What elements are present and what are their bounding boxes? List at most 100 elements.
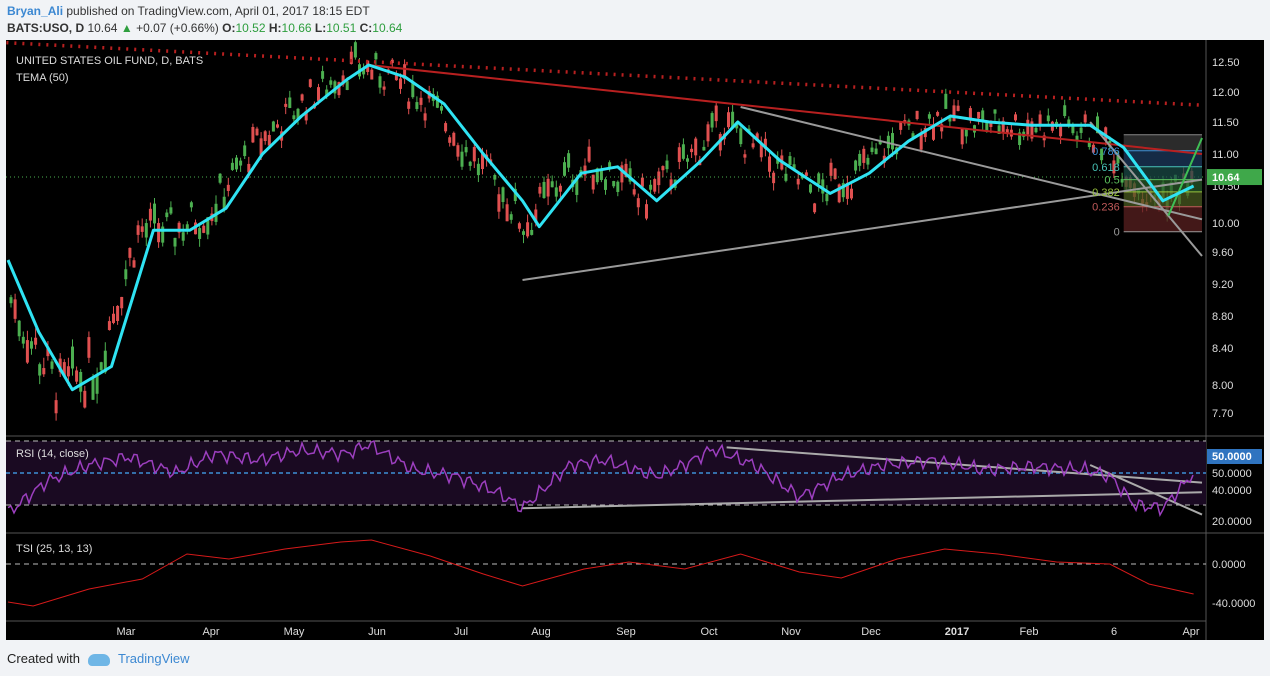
- candle-body: [850, 188, 853, 199]
- candle-body: [17, 320, 21, 337]
- candle-body: [628, 168, 632, 182]
- candle-body: [321, 71, 325, 79]
- time-axis-tick: Sep: [616, 626, 636, 638]
- gray-steep-line: [1089, 121, 1203, 257]
- candle-body: [809, 184, 812, 193]
- candle-body: [1083, 114, 1087, 123]
- candle-body: [616, 181, 620, 192]
- candle-body: [657, 171, 661, 186]
- tsi-axis-tick: 0.0000: [1212, 559, 1246, 571]
- time-axis-tick: 6: [1111, 626, 1117, 638]
- candle-body: [1079, 127, 1083, 133]
- candle-body: [1026, 119, 1030, 135]
- candle-body: [202, 225, 206, 233]
- candle-body: [932, 124, 935, 140]
- rsi-series: [7, 439, 1194, 517]
- candle-body: [845, 182, 849, 199]
- candle-body: [1100, 148, 1104, 161]
- tsi-axis-tick: -40.0000: [1212, 598, 1255, 610]
- candle-body: [522, 231, 525, 235]
- candle-body: [62, 362, 66, 376]
- candle-body: [218, 173, 222, 183]
- candle-body: [677, 147, 681, 162]
- candle-body: [448, 137, 452, 143]
- candle-body: [505, 204, 509, 222]
- candle-body: [727, 112, 730, 128]
- tradingview-link[interactable]: TradingView: [117, 651, 190, 666]
- time-axis-tick: Apr: [1182, 626, 1199, 638]
- candle-body: [632, 189, 636, 195]
- price-axis-tick: 8.40: [1212, 343, 1233, 355]
- red-trend-line: [368, 64, 1203, 155]
- candle-body: [788, 156, 792, 165]
- time-axis-tick: Apr: [202, 626, 219, 638]
- candle-body: [198, 228, 202, 239]
- candle-body: [345, 81, 349, 91]
- candle-body: [731, 111, 735, 128]
- candle-body: [300, 94, 304, 101]
- candle-body: [817, 173, 821, 184]
- candle-body: [42, 368, 46, 375]
- candle-body: [702, 146, 706, 151]
- candle-body: [915, 110, 919, 120]
- candle-body: [1018, 132, 1022, 146]
- time-axis-tick: Dec: [861, 626, 881, 638]
- candle-body: [243, 145, 247, 157]
- open-label: O:: [222, 21, 236, 35]
- candle-body: [132, 260, 136, 268]
- candle-body: [653, 179, 657, 192]
- time-axis-tick: Jun: [368, 626, 386, 638]
- candle-body: [526, 222, 530, 237]
- candle-body: [1075, 135, 1079, 141]
- price-axis-tick: 9.60: [1212, 247, 1233, 259]
- gray-support-line: [522, 178, 1203, 281]
- main-title: UNITED STATES OIL FUND, D, BATS: [16, 55, 203, 67]
- last-price-tag-label: 10.64: [1212, 172, 1240, 184]
- candle-body: [1087, 142, 1091, 148]
- candle-body: [128, 247, 132, 258]
- candle-body: [649, 184, 653, 190]
- candle-body: [841, 183, 845, 198]
- candle-body: [878, 140, 882, 145]
- candle-body: [874, 148, 878, 155]
- candle-body: [54, 400, 58, 414]
- candle-body: [706, 124, 710, 142]
- candle-body: [226, 184, 230, 191]
- candle-body: [136, 225, 140, 235]
- candle-body: [936, 112, 940, 116]
- candle-body: [292, 115, 296, 120]
- candle-body: [382, 86, 386, 90]
- author-link[interactable]: Bryan_Ali: [7, 4, 64, 18]
- candle-body: [739, 128, 743, 145]
- candle-body: [325, 89, 329, 96]
- candle-body: [46, 346, 50, 357]
- high-label: H:: [268, 21, 282, 35]
- candle-body: [390, 59, 394, 64]
- candle-body: [239, 160, 243, 166]
- candle-body: [751, 143, 755, 148]
- candle-body: [25, 340, 29, 363]
- candle-body: [144, 223, 148, 238]
- candle-body: [116, 305, 120, 321]
- candle-body: [296, 108, 300, 120]
- candle-body: [75, 370, 79, 382]
- candle-body: [538, 186, 542, 194]
- candle-body: [1038, 114, 1042, 125]
- candle-body: [821, 179, 825, 194]
- candle-body: [927, 114, 931, 119]
- candle-body: [189, 202, 193, 208]
- candle-body: [825, 193, 829, 202]
- candle-body: [554, 187, 558, 197]
- candle-body: [58, 358, 62, 373]
- candle-body: [1063, 105, 1067, 117]
- green-breakout-line: [1167, 137, 1203, 216]
- candle-body: [948, 115, 952, 122]
- candle-body: [251, 127, 255, 143]
- candle-body: [661, 166, 665, 171]
- candle-body: [755, 133, 759, 141]
- chart-area[interactable]: 0.786 0.618 0.5 0.382 0.236 0 12.50 12.00 11.50…: [0, 40, 1264, 640]
- candle-body: [288, 97, 292, 109]
- tema-series: [6, 63, 1195, 392]
- time-axis-tick: Nov: [781, 626, 801, 638]
